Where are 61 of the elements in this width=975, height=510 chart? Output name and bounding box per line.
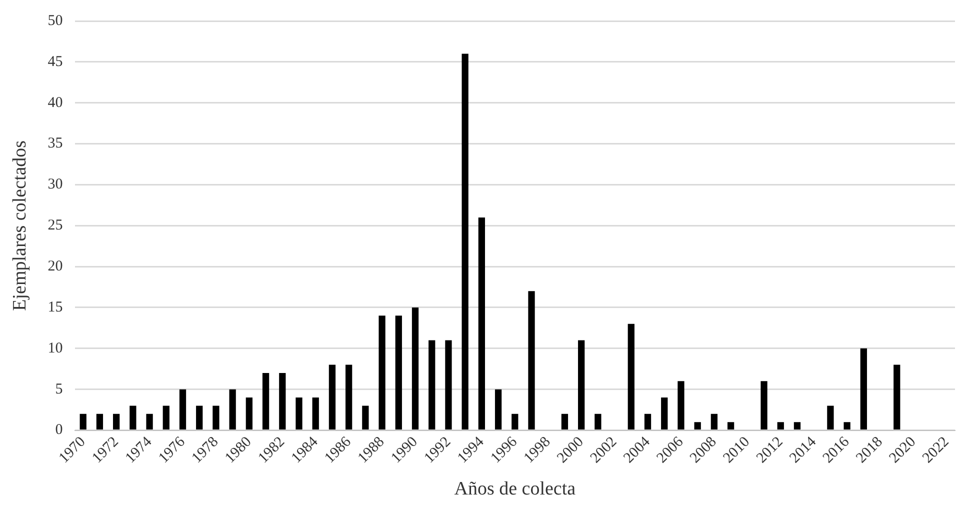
y-tick-label: 25 bbox=[48, 218, 63, 234]
bar bbox=[279, 372, 286, 430]
x-axis-title: Años de colecta bbox=[454, 478, 576, 500]
bar bbox=[777, 422, 784, 430]
bar bbox=[378, 316, 386, 430]
bar bbox=[528, 291, 535, 430]
bar bbox=[328, 364, 336, 430]
bar bbox=[860, 348, 867, 430]
bar bbox=[628, 324, 634, 430]
y-tick-label: 35 bbox=[48, 136, 63, 152]
bar bbox=[561, 414, 568, 430]
y-tick-label: 30 bbox=[48, 176, 63, 193]
bar bbox=[594, 414, 602, 430]
bar bbox=[179, 389, 186, 430]
bar bbox=[512, 414, 518, 430]
bar bbox=[212, 406, 220, 430]
bar bbox=[395, 316, 402, 430]
bar bbox=[96, 414, 104, 430]
x-tick-label: 1982 bbox=[255, 434, 288, 466]
bar bbox=[246, 398, 252, 430]
bar bbox=[362, 406, 369, 430]
y-tick-label: 0 bbox=[55, 422, 63, 438]
x-tick-label: 1978 bbox=[189, 434, 222, 466]
bar bbox=[80, 414, 86, 430]
bar bbox=[694, 422, 701, 430]
bar bbox=[162, 406, 170, 430]
bar bbox=[578, 340, 585, 430]
y-tick-label: 5 bbox=[55, 381, 63, 398]
y-tick-label: 20 bbox=[48, 258, 63, 274]
y-tick-label: 10 bbox=[48, 340, 63, 356]
bar bbox=[710, 414, 718, 430]
bar bbox=[462, 54, 468, 430]
bar bbox=[794, 422, 801, 430]
bar bbox=[229, 389, 236, 430]
y-tick-label: 50 bbox=[48, 12, 63, 29]
bar bbox=[346, 364, 352, 430]
bar bbox=[262, 372, 270, 430]
bar bbox=[478, 217, 486, 430]
bar bbox=[661, 398, 668, 430]
bar bbox=[894, 364, 900, 430]
bar bbox=[146, 414, 153, 430]
bar bbox=[130, 406, 136, 430]
bar bbox=[760, 381, 768, 430]
bar bbox=[312, 398, 319, 430]
bar bbox=[494, 389, 502, 430]
bar bbox=[827, 406, 834, 430]
bar bbox=[113, 414, 120, 430]
bar bbox=[644, 414, 652, 430]
y-tick-label: 45 bbox=[48, 54, 63, 70]
bar bbox=[428, 340, 436, 430]
bar bbox=[412, 307, 419, 430]
x-tick-label: 1992 bbox=[422, 434, 454, 466]
y-tick-label: 40 bbox=[48, 94, 63, 111]
bar bbox=[445, 340, 452, 430]
y-tick-label: 15 bbox=[48, 299, 63, 316]
bar bbox=[844, 422, 850, 430]
bar bbox=[196, 406, 203, 430]
y-axis-title: Ejemplares colectados bbox=[9, 140, 30, 311]
bar bbox=[296, 398, 302, 430]
bar bbox=[678, 381, 684, 430]
bar bbox=[727, 422, 734, 430]
